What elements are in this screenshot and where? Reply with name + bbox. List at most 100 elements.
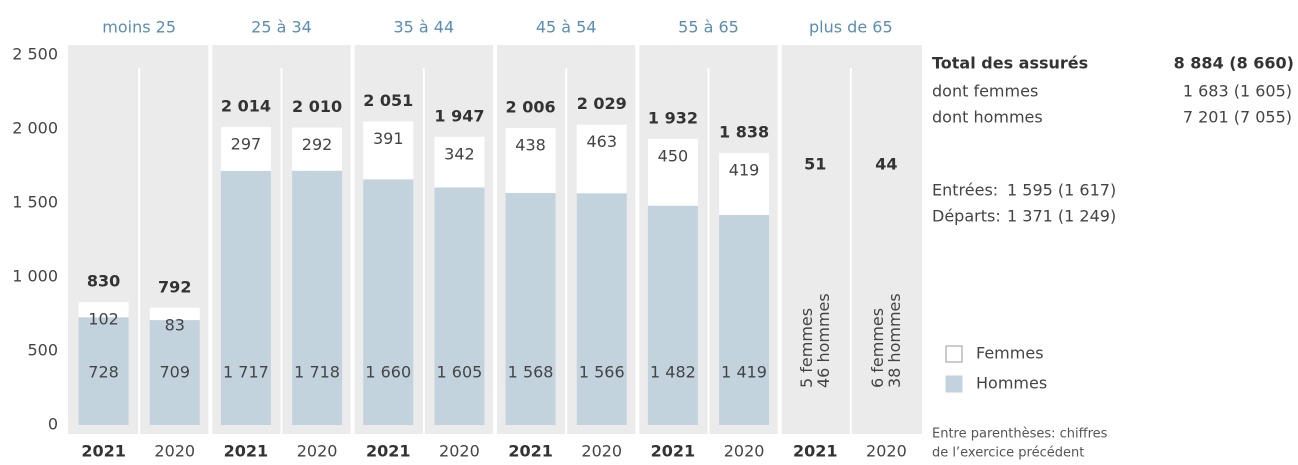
summary-label: dont hommes	[932, 108, 1043, 127]
total-label: 2 051	[363, 91, 413, 110]
y-tick-label: 0	[48, 415, 58, 434]
y-tick-label: 500	[27, 341, 58, 360]
bar-separator	[565, 68, 568, 434]
x-tick-label: 2020	[297, 442, 338, 461]
value-label: 1 660	[365, 363, 411, 382]
x-tick-label: 2021	[793, 442, 838, 461]
bar-segment	[149, 307, 200, 321]
value-label: 391	[373, 129, 404, 148]
annotation: 5 femmes	[797, 308, 816, 388]
bar-separator	[422, 68, 425, 434]
bar-segment	[576, 124, 627, 194]
total-label: 1 947	[434, 106, 484, 125]
total-label: 2 014	[221, 96, 271, 115]
total-label: 44	[875, 155, 897, 174]
footnote: Entre parenthèses: chiffres	[932, 427, 1108, 442]
value-label: 83	[165, 315, 185, 334]
bar-segment	[149, 320, 200, 425]
bar-separator	[138, 68, 141, 434]
total-title: Total des assurés	[932, 54, 1088, 73]
value-label: 292	[302, 135, 333, 154]
annotation: 38 hommes	[885, 293, 904, 388]
value-label: 1 566	[579, 363, 625, 382]
value-label: 1 605	[437, 363, 483, 382]
summary-value: 7 201 (7 055)	[1183, 108, 1292, 127]
value-label: 438	[515, 136, 546, 155]
annotation: 6 femmes	[868, 308, 887, 388]
y-tick-label: 1 000	[12, 267, 58, 286]
bar-segment	[647, 205, 698, 425]
x-tick-label: 2021	[508, 442, 553, 461]
x-tick-label: 2020	[154, 442, 195, 461]
bar-segment	[292, 127, 343, 171]
bar-segment	[576, 193, 627, 425]
x-tick-label: 2021	[651, 442, 696, 461]
value-label: 297	[231, 134, 262, 153]
bar-segment	[220, 126, 271, 171]
value-label: 1 482	[650, 363, 696, 382]
group-separator	[208, 45, 213, 434]
group-label: 35 à 44	[393, 18, 454, 37]
value-label: 450	[658, 147, 689, 166]
footnote: de l’exercice précédent	[932, 446, 1084, 461]
bar-separator	[849, 68, 852, 434]
group-separator	[777, 45, 782, 434]
total-label: 51	[804, 155, 826, 174]
value-label: 1 717	[223, 363, 269, 382]
summary-label: dont femmes	[932, 82, 1038, 101]
group-separator	[493, 45, 497, 434]
bar-segment	[719, 214, 770, 425]
value-label: 342	[444, 144, 475, 163]
group-separator	[635, 45, 640, 434]
bar-segment	[363, 179, 414, 425]
legend-label: Hommes	[976, 374, 1047, 393]
total-value: 8 884 (8 660)	[1174, 54, 1294, 73]
legend-swatch	[945, 375, 963, 393]
bar-segment	[78, 317, 129, 425]
value-label: 1 718	[294, 363, 340, 382]
y-tick-label: 2 500	[12, 45, 58, 64]
y-tick-label: 1 500	[12, 193, 58, 212]
total-label: 2 029	[577, 94, 627, 113]
bar-segment	[505, 128, 556, 193]
flow-label: Entrées:	[932, 181, 998, 200]
x-tick-label: 2020	[439, 442, 480, 461]
y-tick-label: 2 000	[12, 119, 58, 138]
summary-value: 1 683 (1 605)	[1183, 82, 1292, 101]
total-label: 2 006	[506, 98, 556, 117]
value-label: 102	[88, 310, 119, 329]
bar-segment	[719, 152, 770, 215]
legend-label: Femmes	[976, 344, 1044, 363]
group-label: moins 25	[102, 18, 176, 37]
bar-segment	[363, 121, 414, 180]
value-label: 463	[586, 132, 617, 151]
x-tick-label: 2021	[366, 442, 411, 461]
bar-separator	[280, 68, 283, 434]
value-label: 728	[88, 363, 119, 382]
group-label: 55 à 65	[678, 18, 739, 37]
bar-segment	[505, 192, 556, 425]
group-label: 45 à 54	[536, 18, 597, 37]
x-tick-label: 2020	[724, 442, 765, 461]
bar-separator	[707, 68, 710, 434]
bar-segment	[220, 170, 271, 425]
flow-value: 1 595 (1 617)	[1007, 181, 1116, 200]
value-label: 419	[729, 160, 760, 179]
x-tick-label: 2021	[81, 442, 126, 461]
group-label: 25 à 34	[251, 18, 312, 37]
bar-segment	[434, 187, 485, 425]
bar-segment	[78, 302, 129, 318]
group-separator	[350, 45, 355, 434]
total-label: 1 932	[648, 109, 698, 128]
flow-value: 1 371 (1 249)	[1007, 207, 1116, 226]
bar-segment	[647, 139, 698, 206]
total-label: 830	[87, 272, 120, 291]
total-label: 2 010	[292, 97, 342, 116]
bar-segment	[434, 136, 485, 188]
flow-label: Départs:	[932, 207, 1001, 226]
total-label: 792	[158, 277, 191, 296]
x-tick-label: 2020	[581, 442, 622, 461]
value-label: 1 419	[721, 363, 767, 382]
x-tick-label: 2021	[224, 442, 269, 461]
